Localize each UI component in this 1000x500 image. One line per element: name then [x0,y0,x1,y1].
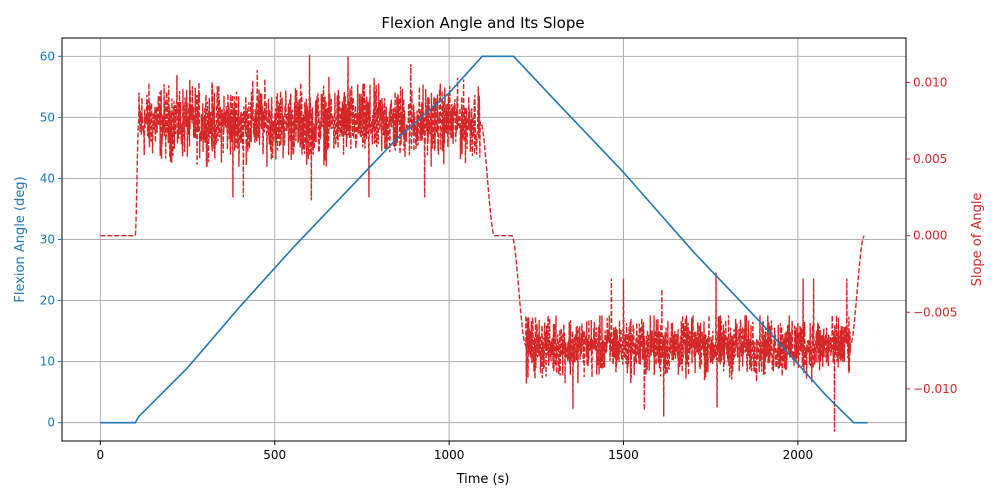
x-tick-label: 1500 [608,448,639,462]
left-y-axis-label: Flexion Angle (deg) [13,176,28,302]
slope-line [100,54,865,432]
x-tick-label: 1000 [434,448,465,462]
right-y-tick-label: 0.010 [913,75,947,89]
left-y-tick-label: 20 [40,294,55,308]
x-tick-label: 2000 [783,448,814,462]
right-y-tick-label: −0.010 [913,382,957,396]
left-y-tick-label: 60 [40,49,55,63]
right-y-tick-label: −0.005 [913,305,957,319]
right-y-axis-label: Slope of Angle [970,193,985,287]
left-y-tick-label: 30 [40,233,55,247]
right-y-tick-label: 0.000 [913,229,947,243]
x-tick-label: 500 [263,448,286,462]
left-y-axis-ticks: 0 10 20 30 40 50 60 [40,49,62,430]
x-tick-label: 0 [97,448,105,462]
slope-series [100,54,865,432]
angle-line [100,55,868,424]
right-y-tick-label: 0.005 [913,152,947,166]
angle-series [100,55,868,424]
x-axis-label: Time (s) [456,472,510,487]
chart-title: Flexion Angle and Its Slope [381,14,584,32]
left-y-tick-label: 40 [40,171,55,185]
grid-lines [62,38,906,441]
x-axis-ticks: 0 500 1000 1500 2000 [97,441,814,462]
left-y-tick-label: 50 [40,110,55,124]
right-y-axis-ticks: −0.010 −0.005 0.000 0.005 0.010 [906,75,957,396]
left-y-tick-label: 0 [47,416,55,430]
left-y-tick-label: 10 [40,355,55,369]
